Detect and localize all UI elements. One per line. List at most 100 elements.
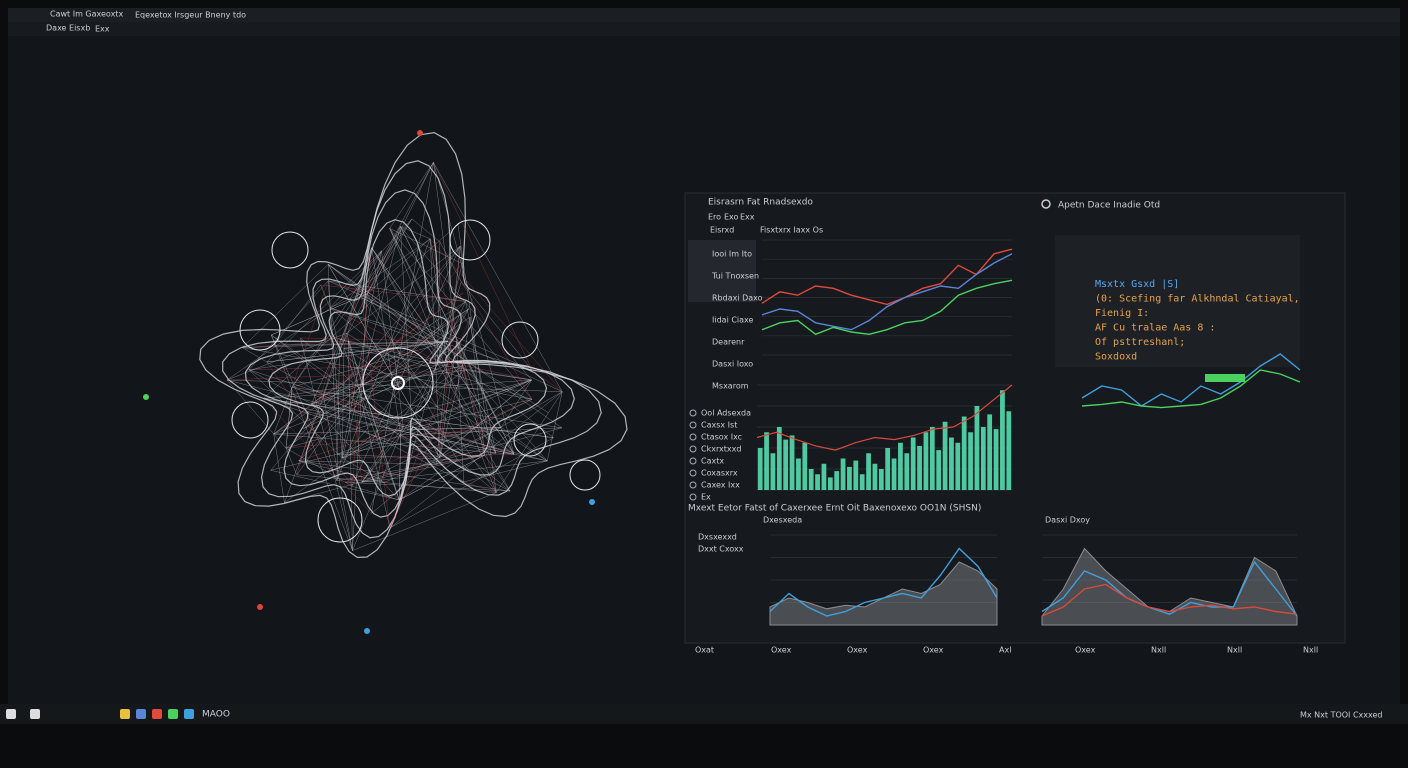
wire-edge xyxy=(403,379,532,428)
status-bar xyxy=(1205,374,1245,382)
wire-edge xyxy=(345,399,533,483)
wire-edge xyxy=(400,427,562,436)
series-line xyxy=(1081,353,1301,407)
taskbar[interactable] xyxy=(0,704,1408,724)
wire-node xyxy=(449,219,491,261)
label: Fienig I: xyxy=(1095,308,1149,319)
address-bar xyxy=(8,22,1400,36)
wire-edge xyxy=(400,226,515,455)
wire-edge xyxy=(361,162,434,298)
wire-edge xyxy=(439,427,502,458)
wire-edge xyxy=(263,398,554,438)
wire-edge xyxy=(430,238,563,392)
wire-edge xyxy=(429,238,440,458)
label: Dasxi Dxoy xyxy=(1045,516,1090,525)
label: Exx xyxy=(95,25,110,34)
bar xyxy=(955,442,961,490)
wire-edge xyxy=(389,228,533,400)
label: MAOO xyxy=(202,710,230,720)
wire-edge xyxy=(399,459,458,501)
wire-edge xyxy=(342,308,469,459)
label: Dxxt Cxoxx xyxy=(698,545,744,554)
wire-edge xyxy=(361,454,485,483)
wire-edge xyxy=(345,481,511,492)
wire-edge xyxy=(226,379,287,449)
label: Ex xyxy=(701,493,711,502)
label: Caxex Ixx xyxy=(701,481,740,490)
wire-edge xyxy=(342,226,401,459)
wire-edge xyxy=(361,297,497,493)
label: Oxex xyxy=(923,646,944,655)
wire-edge xyxy=(371,247,515,455)
wire-edge xyxy=(298,460,385,483)
wire-edge xyxy=(285,427,502,449)
wire-edge xyxy=(371,162,434,514)
bar xyxy=(770,453,776,490)
bar xyxy=(776,427,782,490)
wire-edge xyxy=(532,370,563,392)
wire-node xyxy=(271,231,309,269)
wire-edge xyxy=(352,426,404,551)
taskbar-icon[interactable] xyxy=(30,709,40,719)
label: Mxext Eetor Fatst of Caxerxee Ernt Oit B… xyxy=(688,504,981,514)
wire-edge xyxy=(352,293,368,551)
wire-edge xyxy=(412,379,532,434)
wire-edge xyxy=(296,245,461,475)
wire-edge xyxy=(291,386,404,428)
series-line xyxy=(1081,369,1301,409)
wire-edge xyxy=(461,281,533,400)
wire-edge xyxy=(323,360,438,396)
wire-edge xyxy=(366,218,413,295)
wire-edge xyxy=(398,434,402,500)
bar xyxy=(891,458,897,490)
taskbar-icon[interactable] xyxy=(184,709,194,719)
wire-edge xyxy=(398,361,438,501)
wire-edge xyxy=(469,316,485,456)
series-area xyxy=(769,561,998,626)
wire-edge xyxy=(307,411,515,455)
taskbar-icon[interactable] xyxy=(168,709,178,719)
series-line xyxy=(769,547,998,617)
bar xyxy=(840,458,846,490)
bar xyxy=(859,474,865,490)
series-line xyxy=(1041,583,1298,617)
wire-edge xyxy=(465,301,497,454)
bar xyxy=(942,421,948,490)
wire-edge xyxy=(296,474,497,493)
wire-edge xyxy=(270,470,400,501)
bar xyxy=(1006,411,1012,490)
bar xyxy=(910,437,916,490)
series-line xyxy=(761,253,1013,331)
label: Cawt Im Gaxeoxtx xyxy=(50,10,123,19)
wire-edge xyxy=(339,350,511,492)
wire-edge xyxy=(285,379,532,449)
wire-edge xyxy=(226,379,563,392)
wire-edge xyxy=(429,238,448,366)
label: Ool Adsexda xyxy=(701,409,751,418)
wire-edge xyxy=(389,391,563,529)
wire-edge xyxy=(248,369,312,405)
wire-edge xyxy=(226,332,347,381)
wire-edge xyxy=(328,264,554,438)
taskbar-icon[interactable] xyxy=(120,709,130,719)
wire-edge xyxy=(336,452,496,481)
wire-edge xyxy=(303,308,469,429)
wire-edge xyxy=(303,364,438,429)
wire-edge xyxy=(336,238,431,481)
wire-edge xyxy=(463,460,548,483)
wire-edge xyxy=(329,307,438,362)
wire-edge xyxy=(263,398,440,458)
taskbar-icon[interactable] xyxy=(136,709,146,719)
bar xyxy=(1000,390,1005,490)
taskbar-icon[interactable] xyxy=(152,709,162,719)
wire-edge xyxy=(496,391,563,493)
wire-edge xyxy=(352,485,400,501)
bar xyxy=(898,442,903,490)
wire-edge xyxy=(389,228,497,493)
list-icon xyxy=(689,481,697,489)
taskbar-icon[interactable] xyxy=(6,709,16,719)
wire-edge xyxy=(351,245,461,487)
code-box xyxy=(1055,235,1300,367)
wire-node xyxy=(501,321,539,359)
